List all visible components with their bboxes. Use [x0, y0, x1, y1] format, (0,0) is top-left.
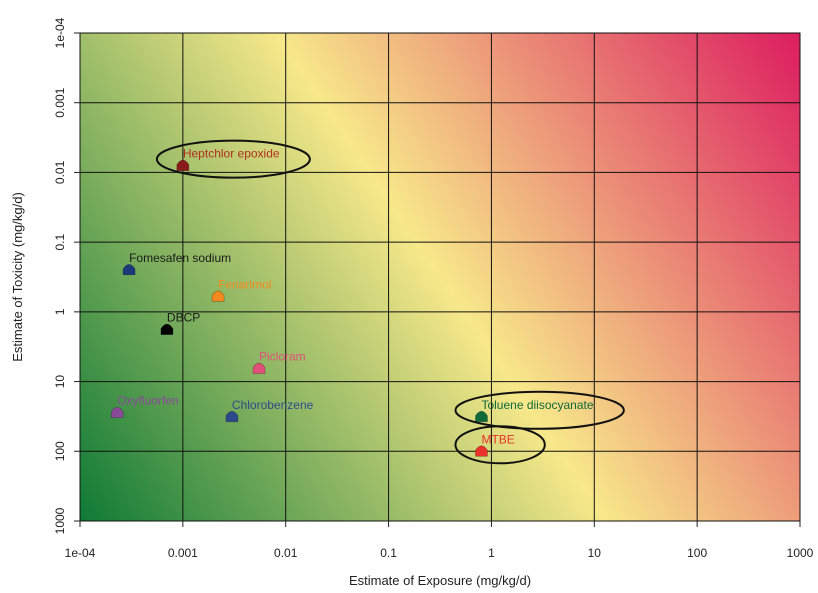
highlight-ellipses: [155, 139, 625, 465]
data-points: Heptchlor epoxide Fomesafen sodium Fenarim…: [110, 147, 594, 457]
y-tick-label-2: 0.01: [53, 160, 67, 184]
gridlines: [79, 32, 801, 522]
point-label-mtbe: MTBE: [481, 432, 514, 446]
y-tick-label-7: 1000: [53, 507, 67, 534]
y-tick-label-3: 0.1: [53, 233, 67, 250]
highlight-ellipse-toluene-diisocyanate: [454, 390, 625, 430]
x-tick-label-5: 10: [588, 546, 602, 560]
y-tick-label-5: 10: [53, 375, 67, 389]
point-label-picloram: Picloram: [259, 350, 306, 364]
x-tick-label-1: 0.001: [168, 546, 198, 560]
point-dbcp: [160, 323, 174, 335]
y-tick-label-1: 0.001: [53, 87, 67, 117]
x-tick-label-3: 0.1: [380, 546, 397, 560]
plot-background: [80, 33, 800, 521]
highlight-ellipse-mtbe: [454, 425, 546, 465]
x-tick-label-6: 100: [687, 546, 707, 560]
point-label-toluene-diisocyanate: Toluene diisocyanate: [481, 398, 593, 412]
point-chlorobenzene: [225, 410, 239, 423]
highlight-ellipse-heptchlor-epoxide: [155, 139, 311, 179]
y-axis-ticks: 1e-04 0.001 0.01 0.1 1 10 100 1000: [53, 17, 80, 534]
x-tick-label-7: 1000: [787, 546, 814, 560]
y-axis-title: Estimate of Toxicity (mg/kg/d): [10, 192, 25, 362]
point-label-dbcp: DBCP: [167, 311, 200, 325]
y-tick-label-6: 100: [53, 441, 67, 461]
x-tick-label-0: 1e-04: [65, 546, 96, 560]
plot-frame: [79, 32, 801, 522]
point-toluene-diisocyanate: [475, 410, 488, 423]
point-label-fomesafen-sodium: Fomesafen sodium: [129, 251, 231, 265]
x-axis-ticks: 1e-04 0.001 0.01 0.1 1 10 100 1000: [65, 521, 814, 560]
point-label-heptchlor-epoxide: Heptchlor epoxide: [183, 147, 280, 161]
y-tick-label-0: 1e-04: [53, 17, 67, 48]
point-oxyfluorfen: [110, 406, 124, 419]
point-label-oxyfluorfen: Oxyfluorfen: [117, 394, 178, 408]
point-mtbe: [475, 445, 488, 457]
x-tick-label-2: 0.01: [274, 546, 298, 560]
point-fomesafen-sodium: [122, 264, 136, 276]
point-fenarimol: [211, 290, 225, 302]
point-label-fenarimol: Fenarimol: [218, 277, 271, 291]
point-picloram: [252, 362, 266, 374]
x-axis-title: Estimate of Exposure (mg/kg/d): [349, 573, 531, 588]
point-label-chlorobenzene: Chlorobenzene: [232, 398, 314, 412]
x-tick-label-4: 1: [488, 546, 495, 560]
y-tick-label-4: 1: [53, 308, 67, 315]
point-heptchlor-epoxide: [176, 159, 190, 171]
